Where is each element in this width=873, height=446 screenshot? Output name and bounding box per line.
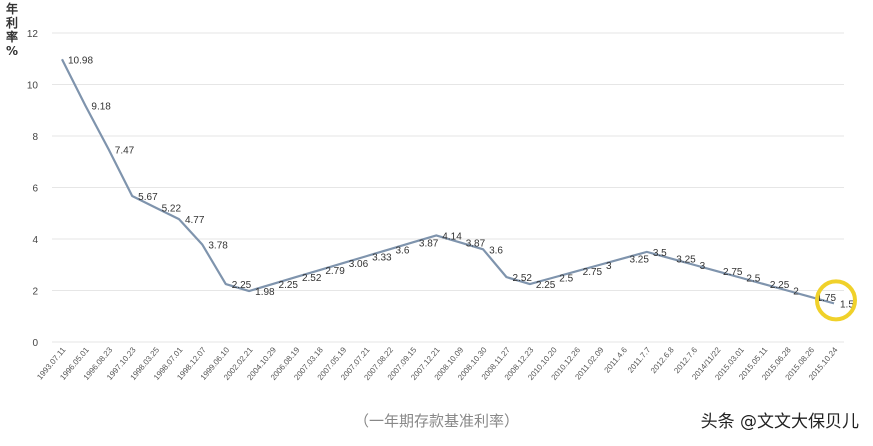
data-label: 2.52 [302, 273, 322, 284]
data-label: 2.79 [325, 266, 345, 277]
x-axis-ticks: 1993.07.111996.05.011996.08.231997.10.23… [35, 345, 840, 382]
data-label: 3.6 [396, 245, 410, 256]
data-label: 1.5 [840, 299, 854, 310]
y-axis-label-char: 年 [6, 1, 18, 16]
data-label: 3.25 [629, 254, 649, 265]
data-label: 3.87 [466, 238, 486, 249]
data-label: 3.33 [372, 252, 392, 263]
y-tick-label: 0 [32, 338, 38, 349]
data-label: 2.25 [232, 280, 252, 291]
data-label: 2.52 [512, 273, 532, 284]
y-tick-label: 2 [32, 287, 38, 298]
data-label: 2.75 [583, 267, 603, 278]
y-axis-label: 年利率% [6, 1, 18, 58]
y-axis-label-char: 率 [6, 29, 18, 44]
data-label: 2.25 [770, 280, 790, 291]
data-label: 3.25 [676, 254, 696, 265]
data-label: 1.75 [817, 293, 837, 304]
data-label: 2.5 [746, 274, 760, 285]
data-label: 4.77 [185, 215, 205, 226]
data-label: 7.47 [115, 146, 135, 157]
data-label: 10.98 [68, 55, 93, 66]
y-axis-ticks: 0 2 4 6 8 10 12 [27, 29, 39, 349]
y-axis-label-char: 利 [6, 15, 18, 30]
chart-caption: （一年期存款基准利率） [353, 412, 519, 430]
y-tick-label: 8 [32, 132, 38, 143]
series-polyline [61, 58, 835, 305]
data-label: 2.25 [279, 280, 299, 291]
data-label: 9.18 [91, 102, 111, 113]
data-label: 3.5 [653, 248, 667, 259]
x-tick-label: 2011.4.6 [602, 345, 629, 375]
y-tick-label: 10 [27, 81, 39, 92]
highlight-circle [815, 279, 857, 322]
data-label: 5.22 [162, 204, 182, 215]
data-label: 3.06 [349, 259, 369, 270]
data-labels: 10.989.187.475.675.224.773.782.251.982.2… [68, 55, 854, 310]
data-label: 2 [793, 287, 799, 298]
data-label: 2.75 [723, 267, 743, 278]
series-line [61, 58, 835, 305]
watermark-text: 头条 @文文大保贝儿 [700, 412, 859, 432]
data-label: 3.87 [419, 238, 439, 249]
data-label: 4.14 [442, 231, 462, 242]
data-label: 3.78 [208, 241, 228, 252]
data-label: 3.6 [489, 245, 503, 256]
highlight-ring [815, 279, 857, 322]
data-label: 2.5 [559, 274, 573, 285]
data-label: 3 [700, 261, 706, 272]
y-axis-label-char: % [6, 44, 18, 58]
data-label: 5.67 [138, 192, 158, 203]
y-tick-label: 4 [32, 235, 38, 246]
x-tick-label: 2012.6.8 [649, 345, 676, 375]
data-label: 3 [606, 261, 612, 272]
data-label: 2.25 [536, 280, 556, 291]
y-tick-label: 12 [27, 29, 39, 40]
gridlines [52, 32, 844, 343]
y-tick-label: 6 [32, 184, 38, 195]
data-label: 1.98 [255, 287, 275, 298]
